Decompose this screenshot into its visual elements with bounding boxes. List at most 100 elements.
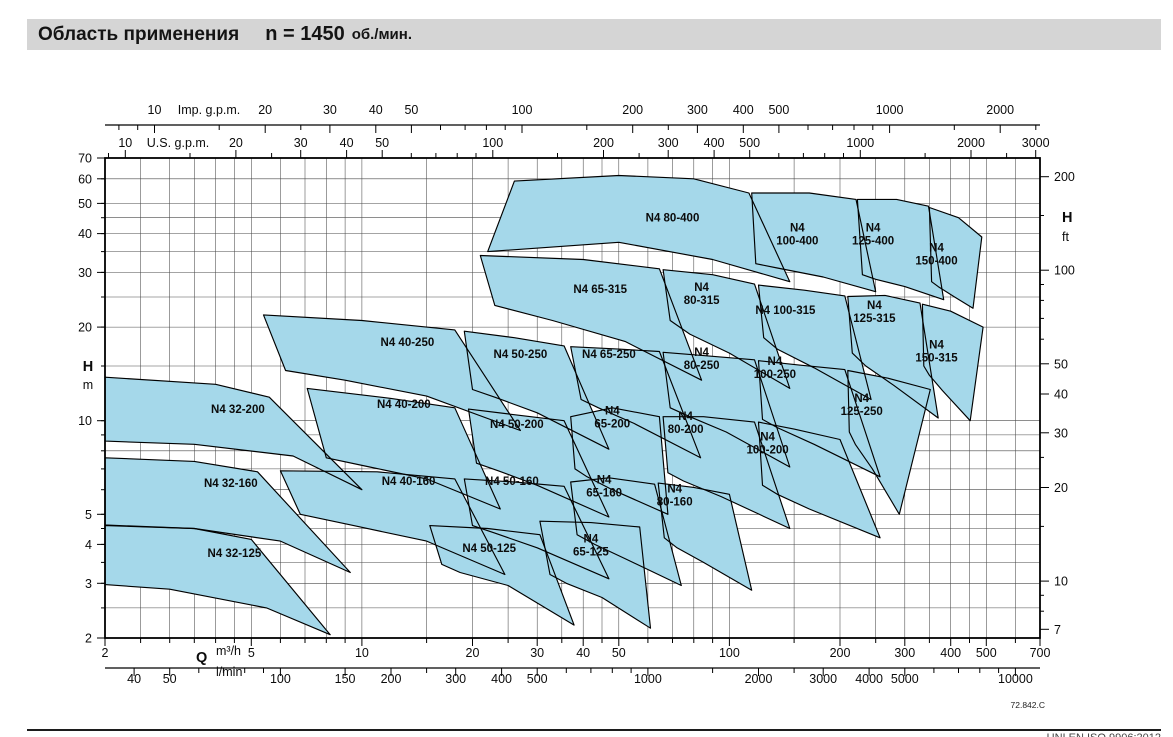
ft-tick-label: 40: [1054, 388, 1068, 402]
ft-tick-label: 30: [1054, 426, 1068, 440]
pump-region-outline: [104, 457, 351, 574]
ft-unit-label: ft: [1062, 230, 1069, 244]
pump-region-outline: [487, 174, 791, 283]
pump-label: N4 32-160: [204, 478, 258, 490]
lmin-tick-label: 500: [527, 672, 548, 686]
pump-label: N4 32-125: [208, 548, 262, 560]
pump-region-outline: [539, 520, 652, 629]
pump-region-outline: [662, 416, 791, 530]
pump-label: N4 40-250: [381, 337, 435, 349]
us-gpm-tick-label: 500: [739, 136, 760, 150]
pump-label: N4 125-250: [841, 393, 883, 418]
us-gpm-tick-label: 3000: [1022, 136, 1050, 150]
pump-label: N4 40-200: [377, 399, 431, 411]
pump-region-fill: [758, 422, 881, 538]
m3h-tick-label: 300: [894, 646, 915, 660]
lmin-tick-label: 300: [445, 672, 466, 686]
imp-gpm-tick-label: 1000: [876, 103, 904, 117]
lmin-tick-label: 200: [381, 672, 402, 686]
ft-tick-label: 10: [1054, 575, 1068, 589]
m-tick-label: 20: [78, 321, 92, 335]
pump-label: N4 80-200: [668, 411, 704, 436]
pump-region-fill: [857, 199, 944, 300]
pump-region-fill: [658, 483, 752, 591]
pump-region-fill: [105, 377, 362, 490]
imp-gpm-tick-label: 400: [733, 103, 754, 117]
lmin-tick-label: 400: [491, 672, 512, 686]
pump-region-fill: [929, 207, 982, 309]
pump-region-outline: [662, 269, 791, 389]
us-gpm-unit-label: U.S. g.p.m.: [147, 136, 210, 150]
m-tick-label: 10: [78, 414, 92, 428]
pump-region-fill: [468, 409, 609, 517]
pump-region-outline: [262, 314, 521, 432]
m3h-tick-label: 400: [940, 646, 961, 660]
imp-gpm-tick-label: 50: [404, 103, 418, 117]
m-tick-label: 30: [78, 266, 92, 280]
m3h-tick-label: 200: [830, 646, 851, 660]
pump-label: N4 100-400: [776, 223, 818, 248]
pump-region-outline: [463, 478, 610, 580]
pump-region-outline: [104, 376, 363, 491]
lmin-tick-label: 10000: [998, 672, 1033, 686]
pump-region-outline: [847, 369, 931, 515]
pump-region-fill: [464, 478, 609, 579]
us-gpm-tick-label: 100: [482, 136, 503, 150]
pump-region-fill: [464, 331, 609, 450]
pump-label: N4 80-315: [684, 282, 720, 307]
page-title: Область применения: [38, 23, 240, 45]
lmin-tick-label: 150: [335, 672, 356, 686]
pump-region-outline: [570, 477, 682, 587]
pump-label: N4 65-200: [594, 406, 630, 431]
m3h-tick-label: 40: [576, 646, 590, 660]
head-axis-name-right: H: [1062, 210, 1072, 226]
speed-unit: об./мин.: [351, 26, 413, 43]
lmin-tick-label: 3000: [809, 672, 837, 686]
flow-axis-name: Q: [196, 650, 207, 666]
imp-gpm-tick-label: 40: [369, 103, 383, 117]
us-gpm-tick-label: 40: [340, 136, 354, 150]
lmin-tick-label: 50: [163, 672, 177, 686]
lmin-tick-label: 4000: [855, 672, 883, 686]
imp-gpm-tick-label: 20: [258, 103, 272, 117]
us-gpm-tick-label: 10: [118, 136, 132, 150]
pump-label: N4 100-250: [754, 356, 796, 381]
pump-label: N4 80-250: [684, 347, 720, 372]
pump-label: N4 50-160: [485, 476, 539, 488]
figure-code: 72.842.C: [1010, 700, 1046, 710]
m-tick-label: 2: [85, 632, 92, 646]
pump-label: N4 50-200: [490, 419, 544, 431]
us-gpm-tick-label: 20: [229, 136, 243, 150]
pump-region-outline: [570, 407, 669, 515]
us-gpm-tick-label: 200: [593, 136, 614, 150]
m3h-tick-label: 100: [719, 646, 740, 660]
lmin-tick-label: 40: [127, 672, 141, 686]
imp-gpm-tick-label: 200: [622, 103, 643, 117]
us-gpm-tick-label: 30: [294, 136, 308, 150]
pump-region-outline: [757, 421, 881, 539]
pump-region-outline: [279, 470, 506, 576]
pump-region-outline: [662, 351, 791, 468]
pump-label: N4 50-250: [494, 349, 548, 361]
imp-gpm-tick-label: 100: [512, 103, 533, 117]
pump-label: N4 65-125: [573, 533, 609, 558]
pump-region-fill: [758, 285, 872, 400]
pump-region-fill: [263, 314, 521, 431]
m-unit-label: m: [83, 378, 93, 392]
pump-region-outline: [847, 294, 939, 419]
pump-region-outline: [751, 192, 877, 293]
m3h-tick-label: 10: [355, 646, 369, 660]
footer-rule: UNI EN ISO 9906:2012: [27, 729, 1161, 737]
ft-tick-label: 7: [1054, 623, 1061, 637]
us-gpm-tick-label: 400: [704, 136, 725, 150]
pump-label: N4 125-400: [852, 223, 894, 248]
pump-region-outline: [856, 198, 945, 301]
pump-label: N4 80-160: [657, 483, 693, 508]
imp-gpm-tick-label: 2000: [986, 103, 1014, 117]
m-tick-label: 70: [78, 152, 92, 166]
m-tick-label: 40: [78, 227, 92, 241]
pump-label: N4 65-315: [573, 284, 627, 296]
pump-region-fill: [922, 304, 984, 421]
lmin-tick-label: 100: [270, 672, 291, 686]
